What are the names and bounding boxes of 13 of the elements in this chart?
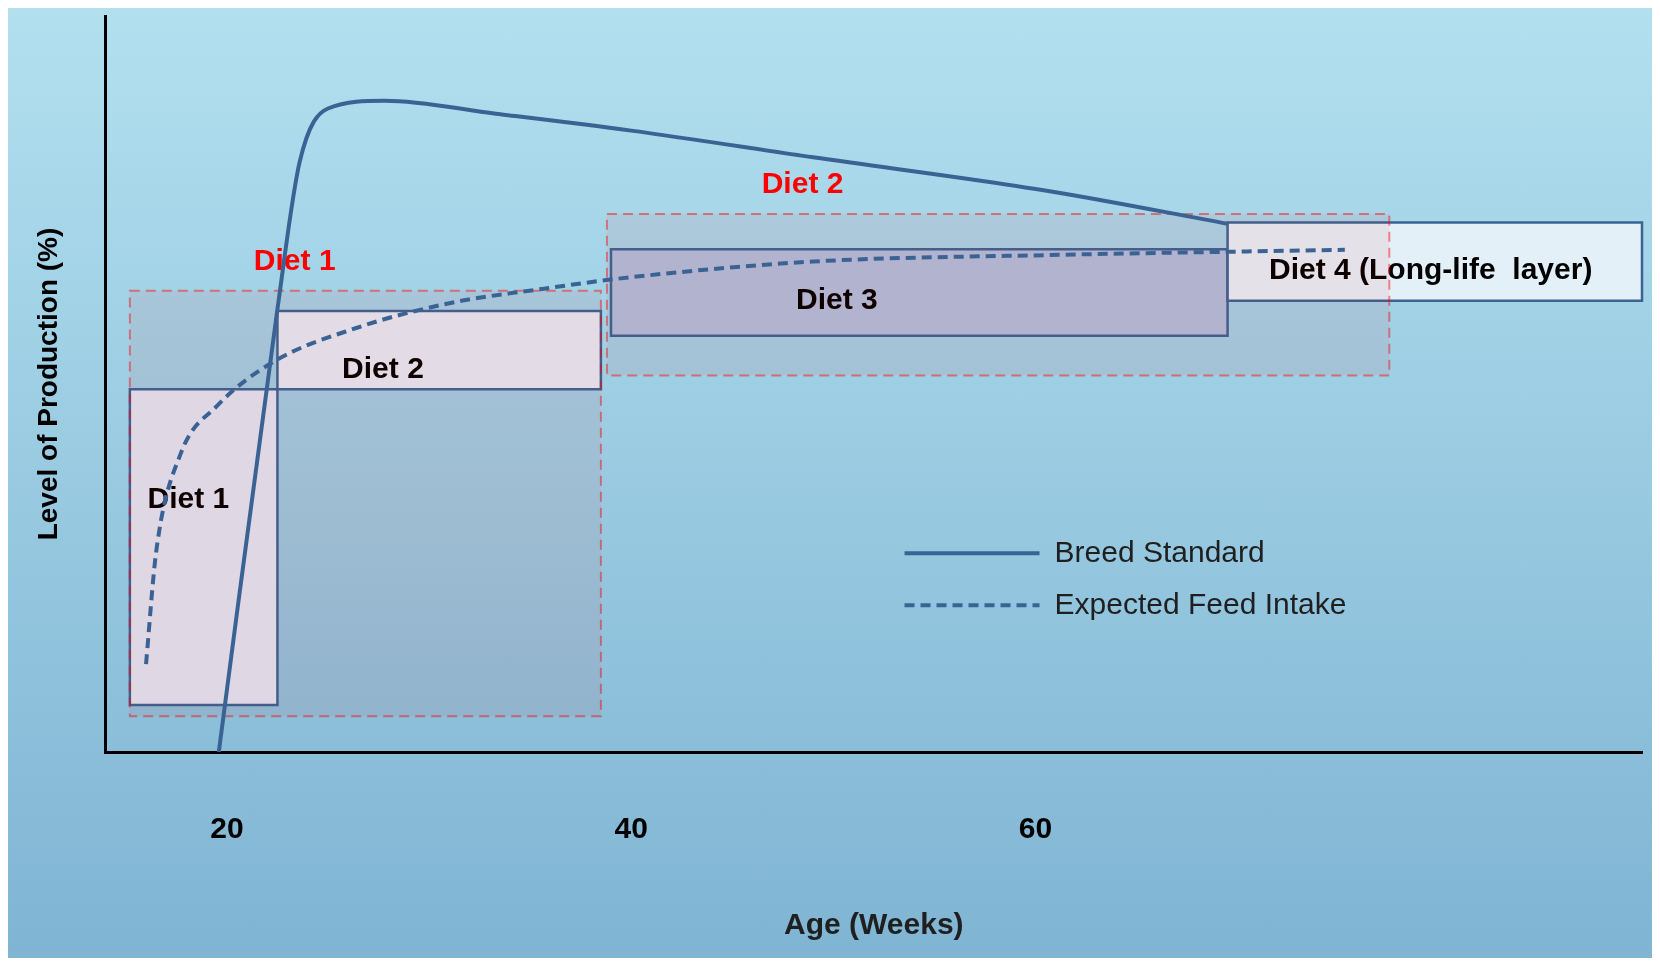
- band-label: Diet 1: [147, 481, 230, 515]
- x-axis-title: Age (Weeks): [784, 907, 964, 941]
- x-tick-label: 40: [614, 811, 648, 845]
- legend-label: Expected Feed Intake: [1054, 586, 1347, 620]
- x-tick-label: 20: [210, 811, 244, 845]
- x-tick-label: 60: [1018, 811, 1053, 845]
- band-label: Diet 1: [253, 243, 336, 277]
- y-axis-title: Level of Production (%): [31, 227, 63, 541]
- band-label: Diet 4 (Long-life layer): [1269, 252, 1593, 286]
- band-label: Diet 2: [761, 166, 844, 200]
- band-label: Diet 2: [342, 350, 424, 384]
- band-label: Diet 3: [795, 282, 878, 316]
- legend-label: Breed Standard: [1054, 534, 1265, 568]
